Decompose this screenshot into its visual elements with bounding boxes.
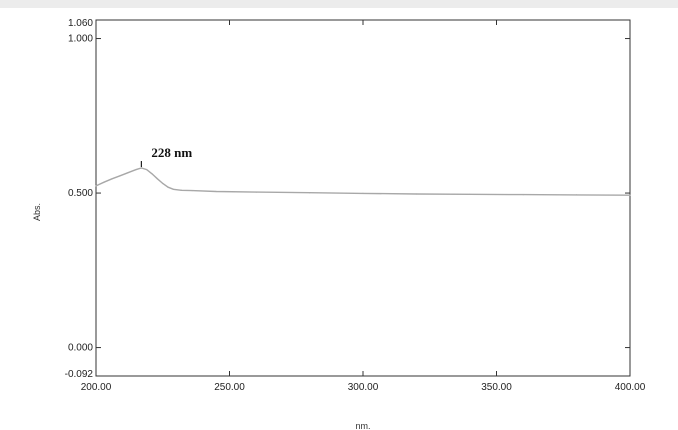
data-point	[172, 188, 175, 190]
marks-layer: 228 nm	[95, 145, 631, 196]
data-point	[95, 185, 97, 187]
spectrum-line	[95, 167, 631, 196]
x-tick-label: 400.00	[615, 382, 646, 393]
data-point	[415, 193, 417, 195]
data-point	[522, 194, 524, 196]
data-point	[156, 178, 159, 180]
x-tick-label: 300.00	[348, 382, 379, 393]
y-tick-label: 1.060	[68, 18, 93, 29]
data-point	[255, 191, 257, 193]
y-tick-label: -0.092	[65, 369, 94, 380]
data-point	[191, 189, 193, 192]
data-point	[309, 192, 311, 194]
x-tick-label: 350.00	[481, 382, 512, 393]
data-point	[167, 186, 169, 188]
data-point	[140, 167, 142, 169]
y-tick-label: 1.000	[68, 34, 93, 45]
data-point	[576, 194, 578, 196]
data-point	[119, 175, 121, 177]
ticks-layer: 200.00 250.00 300.00 350.00 400.00 -0.092 0.00…	[65, 18, 646, 393]
data-point	[162, 182, 164, 185]
data-point	[135, 168, 137, 171]
data-point	[215, 190, 217, 193]
data-point	[469, 193, 471, 195]
data-point	[180, 189, 183, 191]
x-tick-label: 250.00	[214, 382, 245, 393]
plot-frame	[95, 19, 631, 377]
data-point	[362, 192, 364, 194]
y-tick-label: 0.500	[68, 188, 93, 199]
x-axis-title: nm.	[355, 421, 370, 430]
data-point	[111, 178, 113, 180]
data-point	[146, 168, 148, 171]
data-point	[151, 173, 153, 175]
data-point	[103, 181, 105, 183]
peak-annotation-label: 228 nm	[151, 145, 192, 160]
y-axis-title: Abs.	[32, 203, 42, 221]
data-point	[629, 194, 631, 196]
top-strip	[0, 0, 678, 8]
data-point	[127, 172, 129, 174]
x-tick-label: 200.00	[81, 382, 112, 393]
y-tick-label: 0.000	[68, 343, 93, 354]
